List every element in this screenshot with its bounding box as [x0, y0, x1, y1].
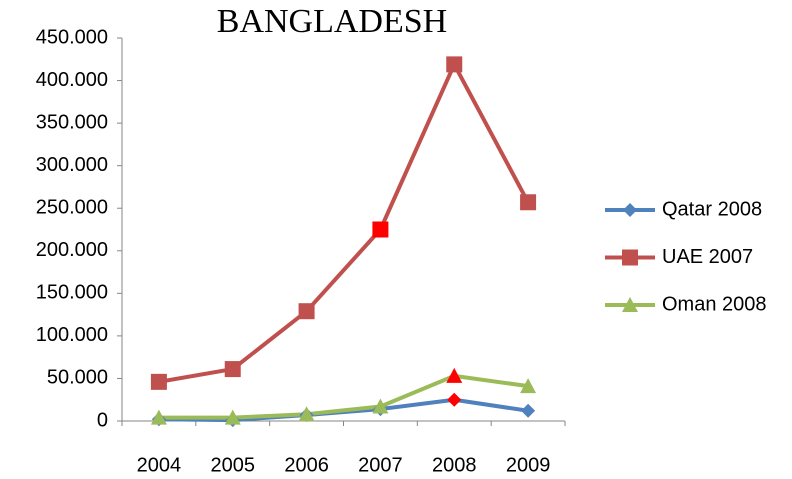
marker	[298, 303, 315, 320]
y-tick-label: 400.000	[36, 69, 108, 91]
marker	[224, 361, 241, 378]
marker	[520, 194, 537, 211]
y-tick-label: 200.000	[36, 239, 108, 261]
marker	[622, 249, 638, 266]
marker	[372, 221, 389, 238]
y-tick-label: 450.000	[36, 26, 108, 48]
marker	[150, 409, 167, 425]
y-tick-label: 150.000	[36, 282, 108, 304]
series-line	[158, 62, 530, 384]
marker	[224, 409, 241, 425]
legend-label: Qatar 2008	[662, 198, 762, 220]
y-tick-label: 350.000	[36, 111, 108, 133]
y-tick-label: 250.000	[36, 197, 108, 219]
marker	[446, 56, 463, 73]
marker	[521, 403, 536, 418]
legend-label: Oman 2008	[662, 293, 767, 315]
x-tick-label: 2004	[137, 454, 182, 476]
x-tick-label: 2007	[358, 454, 403, 476]
y-tick-label: 300.000	[36, 154, 108, 176]
marker	[622, 297, 638, 312]
marker	[623, 203, 637, 217]
marker	[372, 398, 389, 414]
x-tick-label: 2009	[506, 454, 551, 476]
chart-title: BANGLADESH	[217, 3, 447, 40]
marker	[150, 373, 167, 390]
x-tick-label: 2008	[432, 454, 477, 476]
x-tick-label: 2005	[211, 454, 256, 476]
legend-label: UAE 2007	[662, 246, 753, 268]
y-tick-label: 50.000	[47, 367, 108, 389]
x-tick-label: 2006	[284, 454, 329, 476]
marker	[446, 367, 463, 383]
marker	[447, 392, 462, 407]
marker	[298, 406, 315, 422]
marker	[520, 378, 537, 394]
series-line	[158, 373, 529, 420]
y-tick-label: 0	[97, 409, 108, 431]
y-tick-label: 100.000	[36, 324, 108, 346]
